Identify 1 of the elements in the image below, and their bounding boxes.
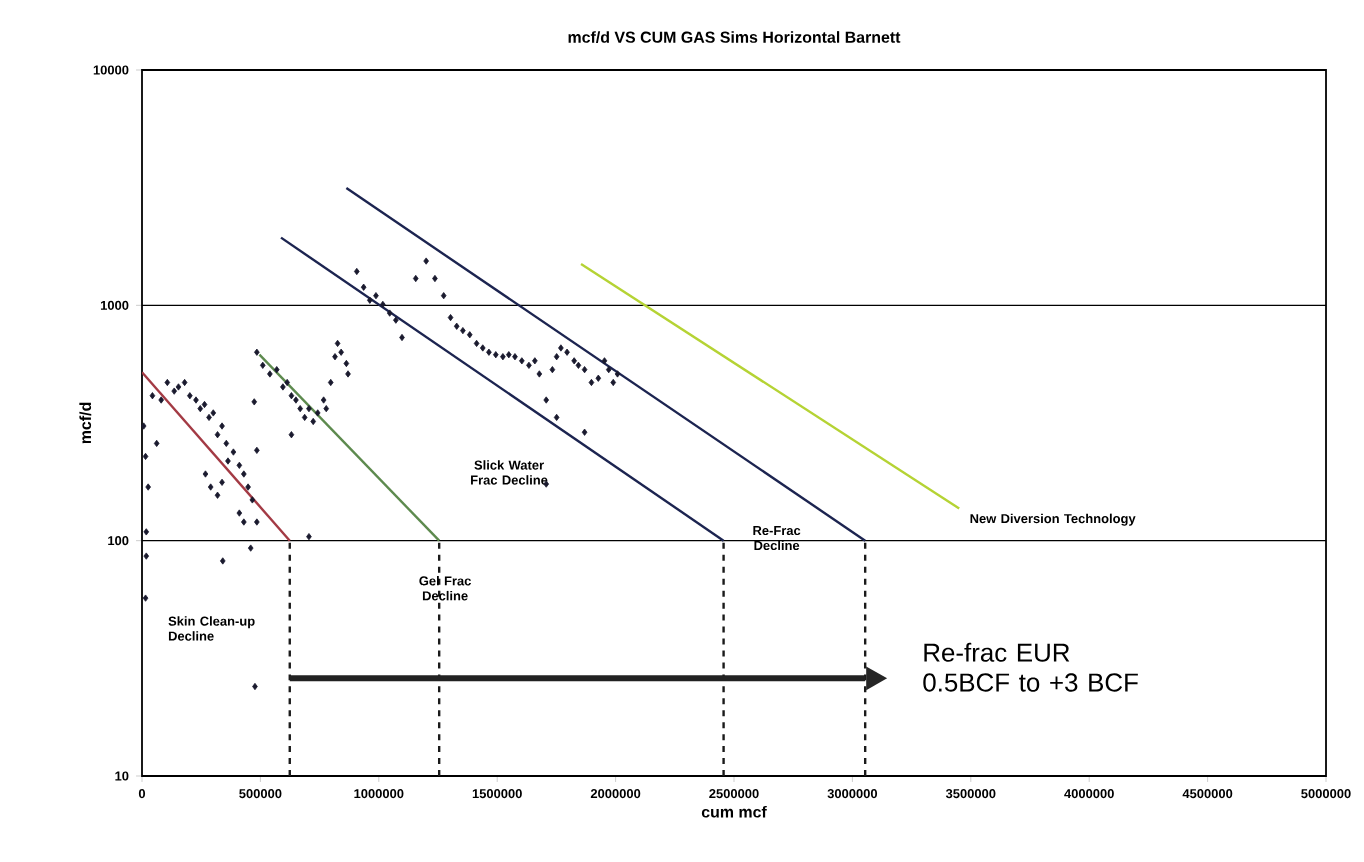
annotation: Re-frac EUR 0.5BCF to +3 BCF bbox=[923, 642, 1138, 692]
